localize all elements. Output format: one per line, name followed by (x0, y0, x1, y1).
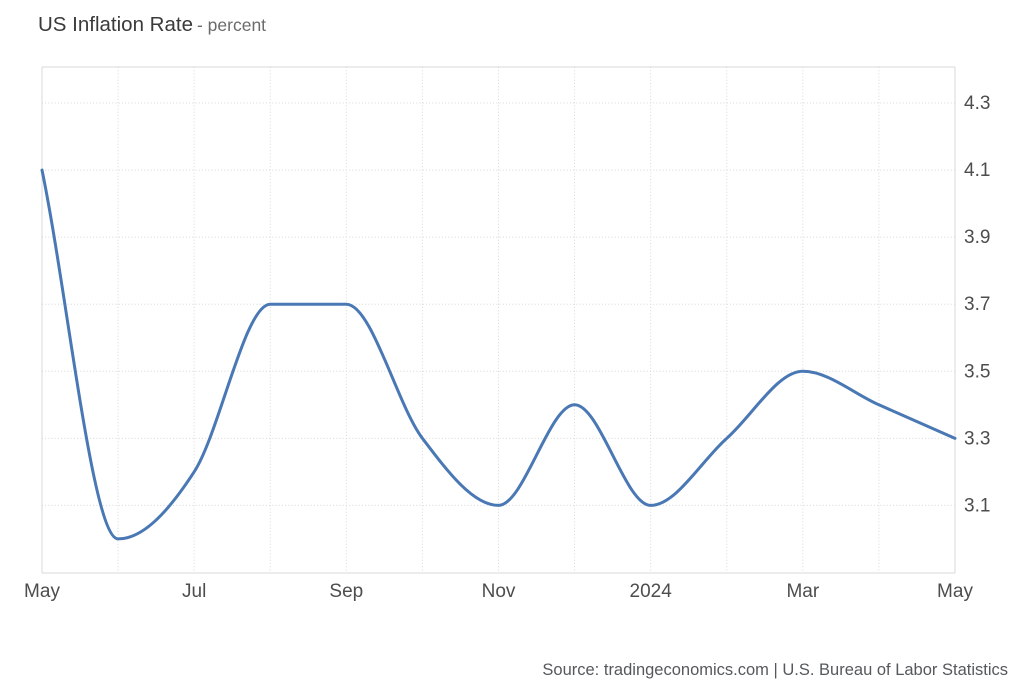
svg-text:3.9: 3.9 (964, 227, 990, 248)
svg-text:Mar: Mar (786, 581, 819, 602)
svg-text:3.7: 3.7 (964, 294, 990, 315)
svg-text:May: May (24, 581, 60, 602)
svg-text:3.1: 3.1 (964, 495, 990, 516)
svg-text:Sep: Sep (329, 581, 363, 602)
svg-text:May: May (937, 581, 973, 602)
svg-text:2024: 2024 (630, 581, 673, 602)
svg-text:3.3: 3.3 (964, 428, 990, 449)
svg-text:3.5: 3.5 (964, 361, 990, 382)
svg-text:4.1: 4.1 (964, 160, 990, 181)
svg-text:4.3: 4.3 (964, 93, 990, 114)
svg-text:Jul: Jul (182, 581, 206, 602)
svg-text:Nov: Nov (482, 581, 516, 602)
